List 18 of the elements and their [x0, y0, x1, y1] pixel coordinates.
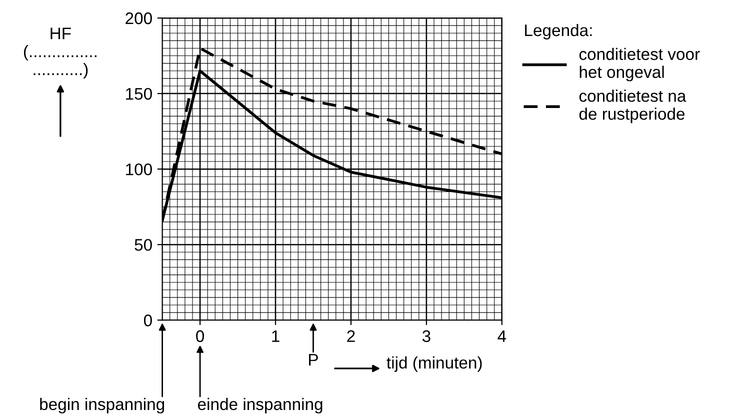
x-tick-label: 1 — [272, 330, 280, 342]
y-tick-label: 100 — [126, 163, 152, 176]
legend-label: conditietest voor het ongeval — [579, 48, 700, 82]
x-tick-label: 3 — [422, 330, 430, 342]
y-tick-label: 150 — [126, 88, 152, 100]
y-tick-label: 0 — [144, 314, 152, 326]
y-axis-title: HF (............... ...........) — [24, 28, 96, 79]
y-tick-label: 50 — [134, 238, 152, 251]
x-axis-title: tijd (minuten) — [386, 356, 482, 372]
text: begin inspanning — [40, 398, 164, 414]
x-tick-label: 0 — [196, 330, 204, 342]
text: einde inspanning — [198, 398, 322, 414]
legend-label: conditietest na de rustperiode — [579, 90, 686, 124]
y-tick-label: 200 — [126, 12, 152, 24]
x-tick-label: 4 — [498, 330, 506, 342]
x-tick-label: 2 — [347, 330, 355, 342]
legend-title: Legenda: — [525, 24, 592, 40]
text: P — [309, 354, 318, 366]
